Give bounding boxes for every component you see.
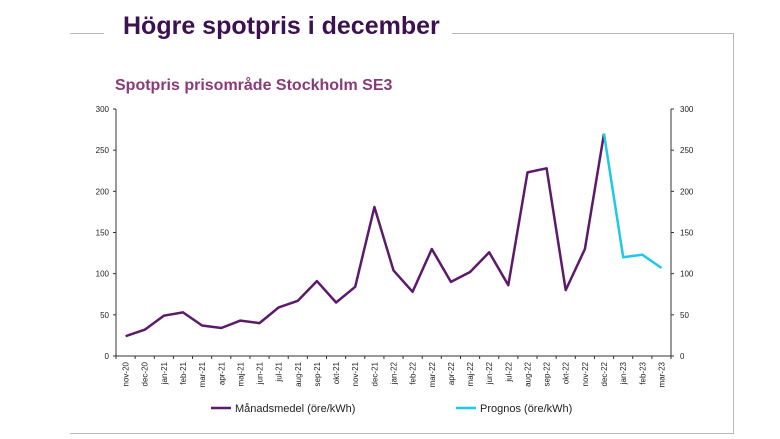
slide-title: Högre spotpris i december: [123, 12, 440, 40]
series-line-0: [125, 133, 606, 338]
series-line-1: [602, 133, 663, 269]
y-tick-label-right: 100: [680, 270, 694, 279]
x-tick-label: jul-22: [504, 361, 513, 382]
title-rule-right: [452, 33, 734, 34]
x-tick-label: apr-21: [217, 361, 226, 385]
x-tick-label: apr-22: [447, 361, 456, 385]
x-tick-label: dec-20: [141, 361, 150, 386]
x-tick-label: jan-23: [619, 361, 628, 385]
x-tick-label: nov-22: [581, 361, 590, 386]
x-tick-label: feb-21: [179, 361, 188, 384]
x-tick-label: mar-23: [657, 361, 666, 387]
x-tick-label: aug-21: [294, 361, 303, 386]
y-tick-label-left: 300: [96, 105, 110, 114]
y-tick-label-right: 50: [680, 311, 689, 320]
y-tick-label-right: 250: [680, 146, 694, 155]
x-tick-label: dec-22: [600, 361, 609, 386]
x-tick-label: maj-22: [466, 361, 475, 386]
legend-label: Prognos (öre/kWh): [480, 403, 572, 415]
x-tick-label: aug-22: [523, 361, 532, 386]
chart-title: Spotpris prisområde Stockholm SE3: [115, 77, 393, 94]
x-tick-label: sep-22: [543, 361, 552, 386]
x-tick-label: mar-21: [198, 361, 207, 387]
x-tick-label: dec-21: [370, 361, 379, 386]
x-tick-label: okt-22: [562, 361, 571, 384]
x-tick-label: jun-21: [256, 361, 265, 385]
y-tick-label-left: 100: [96, 270, 110, 279]
x-tick-label: maj-21: [236, 361, 245, 386]
x-tick-label: nov-21: [351, 361, 360, 386]
y-tick-label-right: 150: [680, 229, 694, 238]
x-tick-label: jul-21: [275, 361, 284, 382]
x-tick-label: jan-21: [160, 361, 169, 385]
x-tick-label: mar-22: [428, 361, 437, 387]
x-tick-label: sep-21: [313, 361, 322, 386]
x-tick-label: feb-23: [638, 361, 647, 384]
title-rule-left: [70, 33, 104, 34]
y-tick-label-right: 200: [680, 187, 694, 196]
y-tick-label-left: 200: [96, 187, 110, 196]
legend-label: Månadsmedel (öre/kWh): [235, 403, 355, 415]
x-tick-label: feb-22: [409, 361, 418, 384]
y-tick-label-left: 0: [105, 352, 110, 361]
y-tick-label-right: 0: [680, 352, 685, 361]
y-tick-label-left: 250: [96, 146, 110, 155]
x-tick-label: jun-22: [485, 361, 494, 385]
y-tick-label-left: 150: [96, 229, 110, 238]
y-tick-label-left: 50: [100, 311, 109, 320]
right-border: [733, 33, 734, 433]
x-tick-label: jan-22: [390, 361, 399, 385]
bottom-rule: [70, 433, 734, 434]
x-tick-label: okt-21: [332, 361, 341, 384]
y-tick-label-right: 300: [680, 105, 694, 114]
x-tick-label: nov-20: [122, 361, 131, 386]
